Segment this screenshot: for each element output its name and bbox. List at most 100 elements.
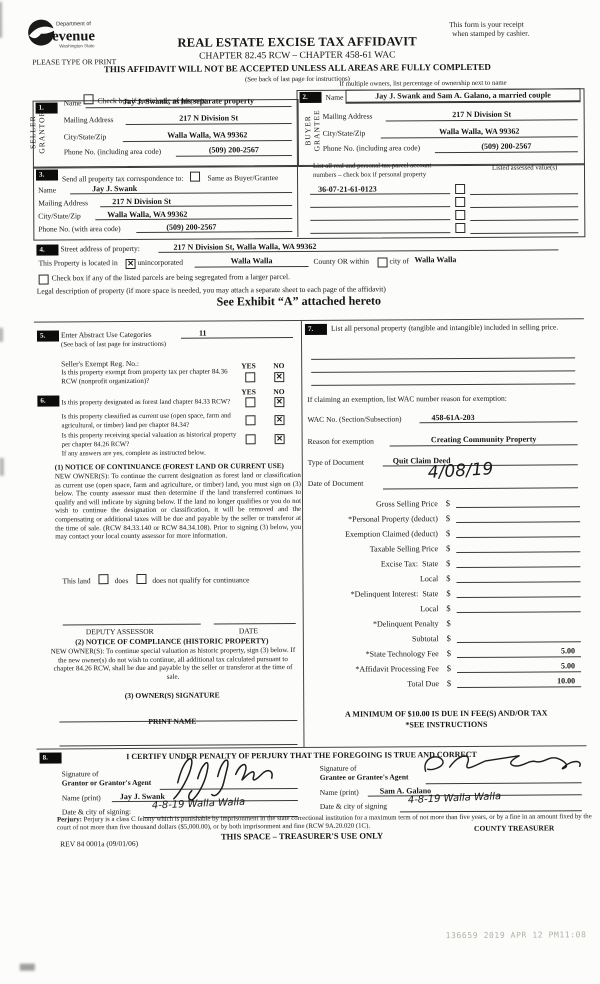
forest-land-question: Is this property designated as forest la…	[61, 398, 231, 407]
parcel-line-4	[310, 222, 451, 234]
parcel-number-1: 36-07-21-61-0123	[310, 183, 451, 195]
county-value: Walla Walla	[194, 254, 309, 268]
multiple-owners-note: If multiple owners, list percentage of o…	[339, 79, 507, 88]
dollar-sign: $	[445, 528, 451, 539]
dollar-sign: $	[445, 498, 451, 509]
personal-property-line-2	[311, 360, 576, 373]
same-as-buyer-label: Same as Buyer/Grantee	[207, 173, 279, 183]
assessed-line-3	[470, 209, 579, 221]
compliance-title: (2) NOTICE OF COMPLIANCE (HISTORIC PROPE…	[75, 636, 269, 647]
personal-property-line-3	[311, 373, 576, 386]
buyer-phone-label: Phone No. (including area code)	[322, 143, 421, 153]
exemption-note: If claiming an exemption, list WAC numbe…	[307, 393, 507, 404]
see-back-note: (See back of last page for instructions)	[61, 340, 167, 349]
parcel-checkbox-2	[455, 196, 466, 208]
fee-value	[456, 510, 581, 524]
section-5-number: 5.	[36, 330, 60, 342]
seller-grantor-side-label: SELLER GRANTOR	[28, 104, 46, 160]
does-label: does	[114, 576, 129, 586]
fee-row-personal: *Personal Property (deduct) $	[308, 510, 581, 524]
seller-mailing-value: 217 N Division St	[125, 112, 292, 126]
buyer-mailing-label: Mailing Address	[322, 111, 373, 121]
s6-no-header: NO	[273, 387, 285, 397]
grantee-signature-label-2: Grantee or Grantee's Agent	[319, 772, 409, 782]
segregated-label: Check box if any of the listed parcels a…	[51, 272, 290, 283]
fee-value: 10.00	[457, 675, 582, 689]
deputy-date-label: DATE	[238, 626, 258, 636]
q3-yes-checkbox	[245, 434, 256, 445]
s5-yes-checkbox	[245, 372, 256, 383]
seller-name-label: Name	[63, 98, 82, 108]
doc-date-handwritten-value: 4/08/19	[427, 459, 494, 483]
this-land-label: This land	[62, 576, 91, 586]
exempt-question: Is this property exempt from property ta…	[61, 367, 228, 386]
parcel-header-line2: numbers – check box if personal property	[312, 171, 427, 179]
grantor-signature-label-2: Grantor or Grantor's Agent	[61, 777, 152, 788]
buyer-city-label: City/State/Zip	[322, 128, 366, 138]
fee-label: *Affidavit Processing Fee	[355, 664, 439, 674]
fee-row-gross: Gross Selling Price $	[308, 495, 581, 509]
located-in-label: This Property is located in	[38, 258, 118, 268]
fee-label: Exemption Claimed (deduct)	[345, 529, 438, 539]
column-divider-vertical	[300, 320, 305, 747]
dollar-sign: $	[446, 603, 451, 614]
buyer-side-label-2: GRANTEE	[311, 109, 321, 152]
street-address-label: Street address of property:	[60, 243, 140, 254]
minimum-fee-note: A MINIMUM OF $10.00 IS DUE IN FEE(S) AND…	[345, 708, 548, 719]
county-treasurer-label: COUNTY TREASURER	[473, 823, 555, 833]
qualify-row: This land does does not qualify for cont…	[62, 569, 249, 588]
parcel-checkbox-3	[455, 209, 466, 221]
fee-row-delinquent-penalty: *Delinquent Penalty $	[309, 615, 581, 629]
perjury-label: Perjury:	[56, 816, 82, 824]
grantor-signature-label-1: Signature of	[61, 769, 99, 779]
abstract-use-value: 11	[180, 327, 294, 339]
current-use-question: Is this property classified as current u…	[61, 412, 231, 429]
street-address-value: 217 N Division St, Walla Walla, WA 99362	[158, 239, 559, 253]
fee-row-excise-state: Excise Tax: State $	[308, 555, 581, 569]
q3-no-checkbox: ✕	[274, 434, 285, 445]
section-4-number: 4.	[36, 244, 59, 256]
section-3-number: 3.	[35, 169, 59, 181]
buyer-name-label: Name	[325, 92, 344, 102]
fee-label: *Delinquent Interest: State	[350, 589, 439, 599]
fee-value	[456, 585, 581, 599]
grantor-name-print-label: Name (print)	[61, 793, 101, 803]
fee-row-excise-local: Local $	[308, 570, 581, 584]
buyer-mailing-value: 217 N Division St	[385, 108, 578, 122]
personal-property-line-1	[311, 347, 576, 360]
corr-city-label: City/State/Zip	[38, 211, 81, 221]
corr-mailing-value: 217 N Division St	[100, 195, 293, 208]
q1-no-checkbox: ✕	[274, 397, 285, 408]
fee-row-state-technology: *State Technology Fee $5.00	[309, 645, 581, 659]
completion-warning: THIS AFFIDAVIT WILL NOT BE ACCEPTED UNLE…	[103, 61, 491, 75]
assessed-values-header: Listed assessed value(s)	[491, 164, 558, 172]
s5-no-checkbox: ✕	[274, 372, 285, 383]
compliance-body: NEW OWNER(S): To continue special valuat…	[50, 646, 296, 681]
reason-value: Creating Community Property	[389, 433, 578, 447]
continuance-title: (1) NOTICE OF CONTINUANCE (FOREST LAND O…	[54, 462, 284, 472]
wac-label: WAC No. (Section/Subsection)	[307, 414, 402, 424]
does-not-checkbox	[136, 573, 147, 585]
dollar-sign: $	[446, 663, 452, 674]
page-title: REAL ESTATE EXCISE TAX AFFIDAVIT	[177, 34, 417, 50]
treasurer-use-only-label: THIS SPACE – TREASURER'S USE ONLY	[220, 830, 384, 842]
city-checkbox	[377, 257, 388, 268]
dollar-sign: $	[446, 618, 451, 629]
exempt-reg-label: Seller's Exempt Reg. No.:	[61, 358, 140, 369]
form-revision-number: REV 84 0001a (09/01/06)	[60, 838, 139, 849]
scan-artifact	[19, 963, 35, 971]
fee-row-taxable: Taxable Selling Price $	[308, 540, 581, 554]
doc-date-label: Date of Document	[307, 478, 364, 488]
buyer-name-value: Jay J. Swank and Sam A. Galano, a marrie…	[345, 88, 581, 104]
fee-value	[457, 616, 581, 628]
fee-label: Local	[419, 574, 439, 584]
s5-yes-header: YES	[241, 361, 256, 371]
assessed-line-2	[470, 196, 579, 208]
doc-type-label: Type of Document	[307, 457, 364, 467]
revenue-swoosh-icon: Department of evenue Washington State	[28, 19, 95, 48]
dollar-sign: $	[446, 648, 451, 659]
scan-artifact	[0, 1, 3, 38]
scan-artifact	[0, 327, 4, 342]
seller-city-value: Walla Walla, WA 99362	[122, 129, 292, 143]
page-subtitle: CHAPTER 82.45 RCW – CHAPTER 458-61 WAC	[199, 50, 396, 62]
